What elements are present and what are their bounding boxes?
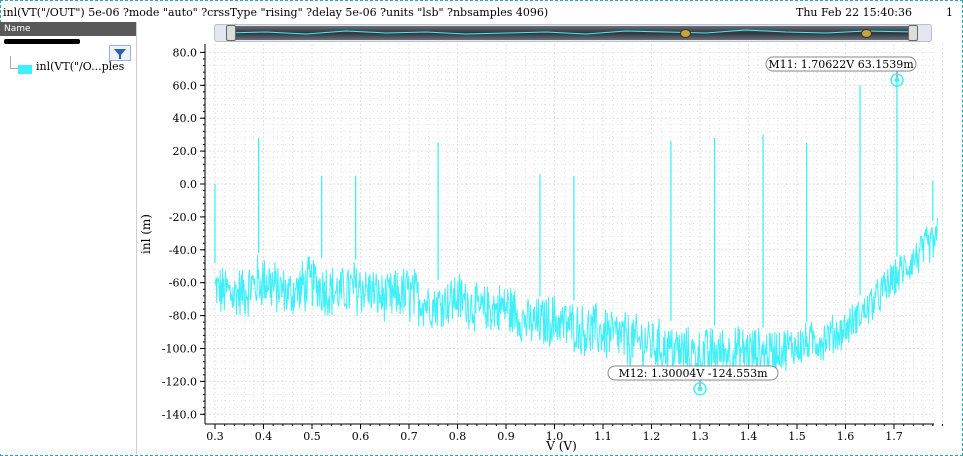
filter-button[interactable] <box>109 45 131 61</box>
x-tick-label: 1.2 <box>643 430 661 443</box>
marker-ring-icon <box>890 73 904 87</box>
x-tick-label: 0.6 <box>352 430 370 443</box>
scrollbar-left-handle[interactable] <box>226 25 236 41</box>
overview-marker-icon <box>680 29 691 38</box>
y-tick-label: -100.0 <box>162 343 197 356</box>
x-tick-label: 0.4 <box>255 430 273 443</box>
expression-title: inl(VT("/OUT") 5e-06 ?mode "auto" ?crssT… <box>3 6 549 19</box>
trace-label[interactable]: inl(VT("/O...ples <box>36 60 125 73</box>
x-axis-ticks: 0.3 0.4 0.5 0.6 0.7 0.8 0.9 1.0 1.1 1.2 1.3 1.4 1.5 1… <box>206 424 943 443</box>
grid-lines <box>205 44 943 424</box>
x-tick-label: 1.0 <box>546 430 564 443</box>
filter-icon <box>114 49 126 59</box>
y-axis-label: inl (m) <box>139 214 153 254</box>
x-tick-label: 1.5 <box>788 430 806 443</box>
x-tick-label: 0.9 <box>497 430 515 443</box>
marker-label-box <box>765 56 917 72</box>
trace-legend-panel: Name inl(VT("/O...ples <box>0 22 137 454</box>
scrollbar-track <box>226 26 916 40</box>
subwindow-index: 1 <box>946 6 953 19</box>
x-tick-label: 0.8 <box>449 430 467 443</box>
y-tick-label: -120.0 <box>162 375 197 388</box>
axes <box>204 44 934 425</box>
y-tick-label: -80.0 <box>169 310 197 323</box>
x-tick-label: 1.6 <box>837 430 855 443</box>
x-tick-label: 0.3 <box>206 430 224 443</box>
markers[interactable]: M11: 1.70622V 63.1539m M12: 1.30004V -124… <box>607 56 917 396</box>
marker-dot-icon <box>697 386 703 392</box>
marker-m11[interactable]: M11: 1.70622V 63.1539m <box>765 56 917 87</box>
y-tick-label: 60.0 <box>173 79 198 92</box>
marker-ring-icon <box>693 382 707 396</box>
marker-label-box <box>607 365 779 381</box>
x-tick-label: 1.3 <box>691 430 709 443</box>
marker-dot-icon <box>894 77 900 83</box>
y-tick-label: -60.0 <box>169 277 197 290</box>
y-tick-label: -140.0 <box>162 408 197 421</box>
y-axis-ticks: 80.0 60.0 40.0 20.0 0.0 -20.0 -40.0 -60.0 -80.0 -… <box>162 46 205 421</box>
scrollbar-right-handle[interactable] <box>908 25 918 41</box>
x-tick-label: 0.7 <box>400 430 418 443</box>
inl-trace-line <box>214 218 938 379</box>
x-tick-label: 1.4 <box>740 430 758 443</box>
x-tick-label: 1.1 <box>594 430 612 443</box>
marker-label: M12: 1.30004V -124.553m <box>618 367 768 380</box>
x-tick-label: 1.7 <box>885 430 903 443</box>
y-tick-label: 40.0 <box>173 112 198 125</box>
marker-m12[interactable]: M12: 1.30004V -124.553m <box>607 365 779 396</box>
y-tick-label: 80.0 <box>173 46 198 59</box>
marker-label: M11: 1.70622V 63.1539m <box>768 58 914 71</box>
y-tick-label: 20.0 <box>173 145 198 158</box>
legend-header: Name <box>0 22 136 36</box>
x-tick-label: 0.5 <box>303 430 321 443</box>
y-tick-label: -40.0 <box>169 244 197 257</box>
y-tick-label: 0.0 <box>180 178 198 191</box>
title-bar: inl(VT("/OUT") 5e-06 ?mode "auto" ?crssT… <box>3 6 953 20</box>
overview-trace <box>226 29 916 35</box>
x-axis-label: V (V) <box>545 439 577 453</box>
tree-connector <box>10 56 19 69</box>
trace-color-swatch[interactable] <box>18 65 32 74</box>
inl-trace <box>214 80 938 379</box>
x-zoom-scrollbar[interactable] <box>214 24 932 42</box>
overview-marker-icon <box>861 29 872 38</box>
y-tick-label: -20.0 <box>169 211 197 224</box>
redacted-item <box>4 39 80 44</box>
timestamp: Thu Feb 22 15:40:36 <box>796 6 912 19</box>
